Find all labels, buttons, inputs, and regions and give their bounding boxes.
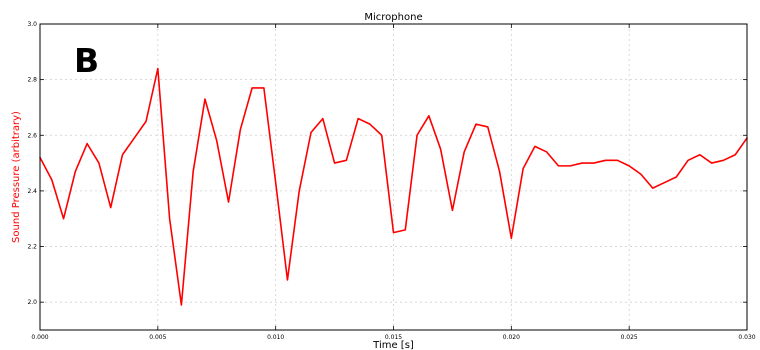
y-tick-label: 2.4 (27, 188, 37, 195)
x-tick-label: 0.025 (621, 334, 638, 341)
x-tick-label: 0.030 (738, 334, 755, 341)
y-tick-label: 2.0 (27, 299, 37, 306)
x-axis-label: Time [s] (372, 340, 414, 350)
x-tick-label: 0.020 (503, 334, 520, 341)
chart-title: Microphone (364, 12, 422, 23)
y-tick-label: 2.8 (27, 77, 37, 84)
x-tick-label: 0.000 (31, 334, 48, 341)
series-layer (39, 67, 748, 306)
tick-layer: 0.000 0.005 0.010 0.015 0.020 0.025 0.030 2.0 2.… (27, 21, 755, 341)
y-axis-label: Sound Pressure (arbitrary) (11, 111, 22, 243)
y-tick-label: 2.6 (27, 132, 37, 139)
y-tick-label: 3.0 (27, 21, 37, 28)
x-tick-label: 0.005 (149, 334, 166, 341)
y-tick-label: 2.2 (27, 244, 37, 251)
panel-label: B (74, 41, 100, 80)
x-tick-label: 0.010 (267, 334, 284, 341)
x-tick-label: 0.015 (385, 334, 402, 341)
